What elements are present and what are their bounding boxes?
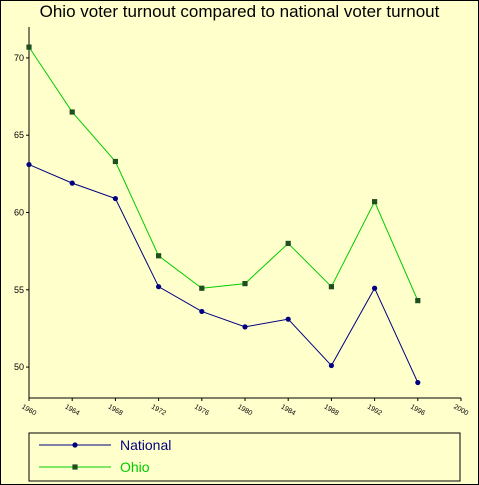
- x-tick-label: 1980: [236, 404, 253, 418]
- x-tick-label: 1988: [323, 404, 340, 418]
- x-tick-label: 2000: [452, 404, 469, 418]
- legend-label-national: National: [120, 437, 171, 453]
- axes: [26, 27, 462, 401]
- x-tick-label: 1996: [409, 404, 426, 418]
- y-tick-label: 55: [14, 285, 24, 295]
- data-point-ohio: [112, 158, 118, 165]
- data-point-ohio: [199, 285, 205, 291]
- x-tick-label: 1992: [366, 404, 383, 418]
- data-point-ohio: [26, 44, 32, 50]
- data-point-national: [156, 284, 162, 290]
- chart-title: Ohio voter turnout compared to national …: [39, 2, 440, 21]
- y-tick-label: 65: [14, 130, 24, 140]
- data-point-ohio: [328, 284, 334, 290]
- x-tick-label: 1976: [193, 404, 210, 418]
- data-point-national: [112, 195, 118, 202]
- x-tick-label: 1964: [63, 404, 80, 418]
- data-point-ohio: [415, 298, 421, 304]
- data-point-ohio: [242, 281, 248, 287]
- data-point-ohio: [372, 199, 378, 205]
- data-point-national: [328, 362, 334, 369]
- data-point-national: [285, 316, 291, 322]
- legend: National Ohio: [28, 432, 461, 482]
- legend-label-ohio: Ohio: [120, 459, 150, 475]
- data-point-national: [69, 180, 75, 186]
- x-tick-label: 1960: [20, 404, 37, 418]
- data-point-national: [372, 285, 378, 291]
- x-tick-label: 1968: [107, 404, 124, 418]
- data-point-ohio: [69, 109, 75, 115]
- data-point-national: [415, 379, 421, 386]
- x-tick-label: 1972: [150, 404, 167, 418]
- y-tick-label: 60: [14, 208, 24, 218]
- series-markers: [26, 44, 421, 386]
- y-tick-label: 70: [14, 53, 24, 63]
- tick-labels: 50 55 60 65 70 1960 1964 1968 1972 1976 1980 1984 19…: [14, 53, 469, 417]
- legend-marker: [72, 464, 78, 470]
- data-point-ohio: [156, 253, 162, 259]
- x-tick-label: 1984: [279, 404, 296, 418]
- data-point-national: [242, 324, 248, 330]
- series-lines: [28, 46, 419, 383]
- data-point-ohio: [285, 240, 291, 247]
- data-point-national: [199, 308, 205, 315]
- legend-box: [28, 432, 461, 482]
- series-line-national: [28, 164, 419, 383]
- data-point-national: [26, 161, 32, 168]
- series-line-ohio: [28, 46, 419, 301]
- legend-marker: [72, 442, 78, 448]
- y-tick-label: 50: [14, 362, 24, 372]
